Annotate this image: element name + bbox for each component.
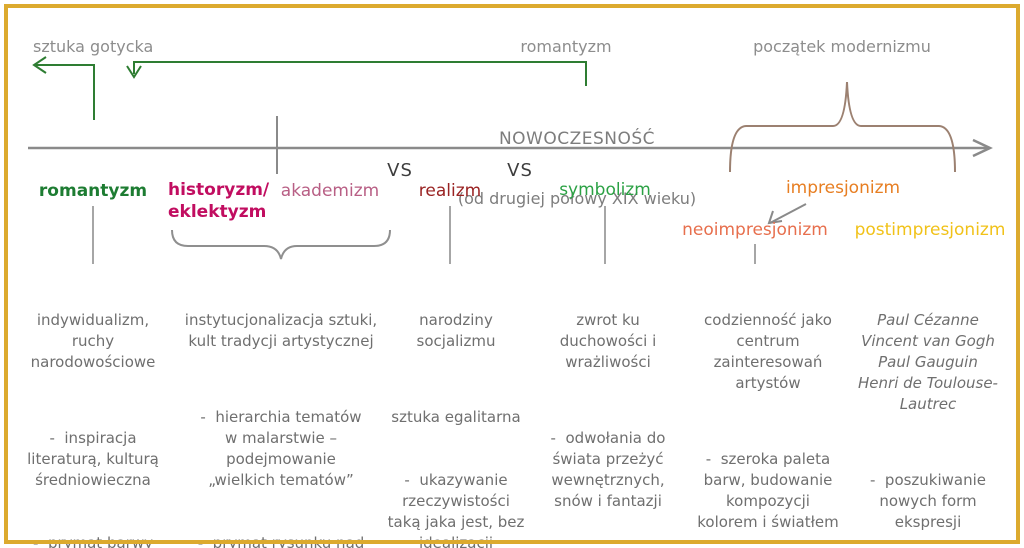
label-romantyzm: romantyzm	[38, 181, 148, 201]
column-header: codzienność jako centrum zainteresowań a…	[704, 311, 832, 392]
column-impresjonizm: codzienność jako centrum zainteresowań a…	[692, 268, 845, 548]
column-header: indywidualizm, ruchy narodowościowe	[30, 311, 156, 371]
list-item: - prymat barwy nad rysunkiem	[32, 534, 153, 548]
label-postimpresjonizm: postimpresjonizm	[854, 220, 1006, 240]
column-postimpresjonizm: Paul Cézanne Vincent van Gogh Paul Gaugu…	[858, 268, 998, 548]
label-historyzm-eklektyzm: historyzm/ eklektyzm	[168, 180, 270, 222]
column-header: zwrot ku duchowości i wrażliwości	[559, 311, 657, 371]
modernism-start-label: początek modernizmu	[753, 37, 931, 56]
modernism-brace	[729, 81, 956, 173]
label-realizm: realizm	[418, 181, 482, 201]
neoimpressionism-arrow	[767, 203, 807, 225]
column-header: narodziny socjalizmu	[416, 311, 496, 350]
column-header: instytucjonalizacja sztuki, kult tradycj…	[184, 311, 378, 350]
column-realizm: narodziny socjalizmu sztuka egalitarna -…	[388, 268, 525, 548]
label-impresjonizm: impresjonizm	[785, 178, 901, 198]
gothic-reference-arrow	[32, 56, 95, 120]
list-item: - hierarchia tematów w malarstwie – pode…	[200, 408, 362, 489]
list-item: - inspiracja literaturą, kulturą średnio…	[27, 429, 159, 489]
column-historyzm-akademizm: instytucjonalizacja sztuki, kult tradycj…	[185, 268, 377, 548]
list-item: sztuka egalitarna	[391, 408, 521, 426]
list-item: - ukazywanie rzeczywistości taką jaka je…	[387, 471, 525, 548]
list-item: - prymat rysunku nad plamą barwną	[197, 534, 365, 548]
romanticism-span-label: romantyzm	[520, 37, 612, 56]
column-symbolizm: zwrot ku duchowości i wrażliwości - odwo…	[537, 268, 680, 548]
vs-label-2: VS	[507, 160, 533, 181]
label-akademizm: akademizm	[280, 181, 380, 201]
label-symbolizm: symbolizm	[559, 180, 651, 200]
historyzm-akademizm-brace	[171, 229, 391, 260]
list-item: - poszukiwanie nowych form ekspresji	[869, 471, 987, 531]
list-item: - szeroka paleta barw, budowanie kompozy…	[697, 450, 839, 531]
column-romantyzm: indywidualizm, ruchy narodowościowe - in…	[27, 268, 159, 548]
romanticism-span-bracket	[126, 61, 587, 86]
era-heading: NOWOCZESNOŚĆ (od drugiej połowy XIX wiek…	[458, 91, 696, 246]
gothic-art-label: sztuka gotycka	[33, 37, 154, 56]
timeline-axis	[28, 138, 993, 158]
vs-label-1: VS	[387, 160, 413, 181]
era-title: NOWOCZESNOŚĆ	[498, 129, 656, 149]
list-item: - odwołania do świata przeżyć wewnętrzny…	[550, 429, 666, 510]
label-neoimpresjonizm: neoimpresjonizm	[682, 220, 828, 240]
column-header-artist-names: Paul Cézanne Vincent van Gogh Paul Gaugu…	[858, 311, 998, 413]
era-subtitle: (od drugiej połowy XIX wieku)	[457, 189, 697, 208]
column-connector-lines	[92, 206, 756, 264]
